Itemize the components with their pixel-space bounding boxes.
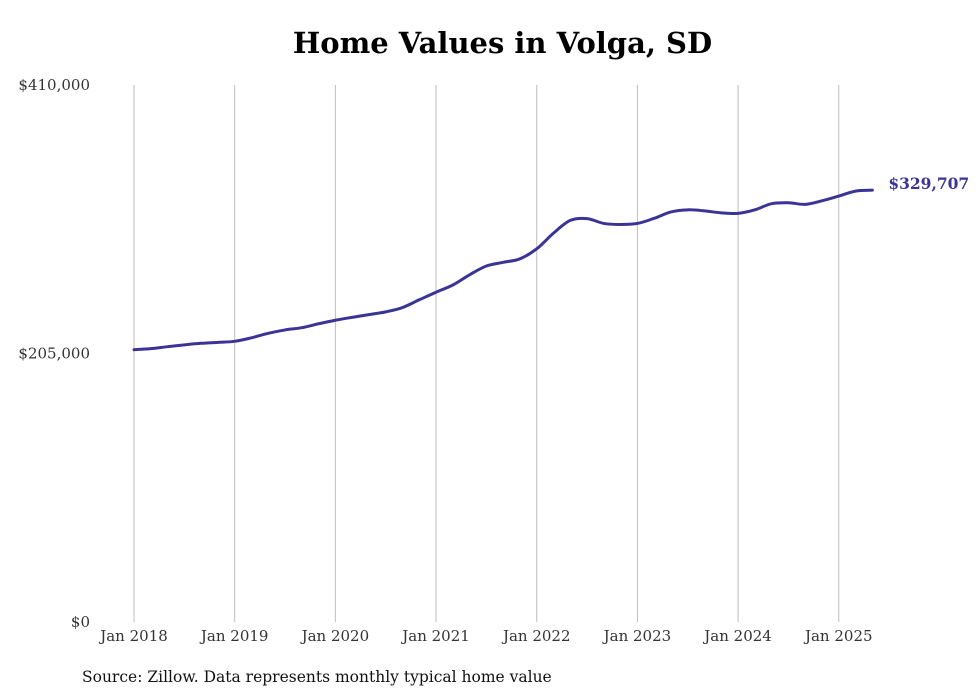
data-point	[687, 209, 689, 211]
x-tick-label: Jan 2025	[803, 627, 873, 645]
chart-title: Home Values in Volga, SD	[292, 26, 713, 60]
data-point	[183, 344, 185, 346]
data-point	[267, 332, 269, 334]
data-point	[636, 222, 638, 224]
x-tick-label: Jan 2018	[98, 627, 168, 645]
data-point	[720, 212, 722, 214]
data-point	[838, 195, 840, 197]
x-tick-label: Jan 2021	[400, 627, 470, 645]
data-point	[401, 306, 403, 308]
data-point	[368, 313, 370, 315]
data-point	[317, 323, 319, 325]
data-point	[217, 341, 219, 343]
data-point	[653, 217, 655, 219]
data-point	[603, 222, 605, 224]
grid-lines	[133, 85, 840, 622]
data-point	[619, 223, 621, 225]
data-point	[821, 200, 823, 202]
data-point	[871, 189, 873, 191]
data-point	[854, 190, 856, 192]
data-point	[301, 327, 303, 329]
end-value-label: $329,707	[888, 174, 969, 193]
x-tick-label: Jan 2022	[501, 627, 571, 645]
data-point	[351, 316, 353, 318]
line-chart: $0$205,000$410,000 Jan 2018 Jan 2019 Jan 2…	[18, 76, 969, 645]
y-tick-label: $410,000	[18, 76, 90, 94]
data-point	[468, 274, 470, 276]
data-point	[703, 210, 705, 212]
series-line	[132, 188, 874, 352]
data-point	[200, 342, 202, 344]
data-point	[519, 258, 521, 260]
y-tick-label: $0	[71, 613, 90, 631]
x-tick-label: Jan 2019	[199, 627, 269, 645]
x-tick-label: Jan 2024	[702, 627, 772, 645]
data-point	[485, 265, 487, 267]
x-axis-ticks: Jan 2018 Jan 2019 Jan 2020 Jan 2021 Jan 2022…	[98, 627, 872, 645]
data-point	[250, 337, 252, 339]
series-layer: $329,707	[132, 174, 969, 352]
y-axis-ticks: $0 $205,000 $410,000	[18, 76, 90, 631]
data-point	[804, 203, 806, 205]
data-point	[536, 248, 538, 250]
data-point	[233, 340, 235, 342]
data-point	[418, 299, 420, 301]
x-tick-label: Jan 2023	[602, 627, 672, 645]
data-point	[435, 291, 437, 293]
data-point	[787, 202, 789, 204]
source-note: Source: Zillow. Data represents monthly …	[82, 668, 552, 686]
data-point	[150, 347, 152, 349]
data-point	[452, 284, 454, 286]
data-point	[552, 232, 554, 234]
data-point	[133, 349, 135, 351]
data-point	[385, 311, 387, 313]
data-point	[334, 319, 336, 321]
data-point	[670, 211, 672, 213]
x-tick-label: Jan 2020	[300, 627, 370, 645]
data-point	[166, 345, 168, 347]
y-tick-label: $205,000	[18, 345, 90, 363]
data-point	[284, 329, 286, 331]
data-point	[569, 219, 571, 221]
data-point	[754, 209, 756, 211]
data-point	[737, 212, 739, 214]
data-point	[586, 217, 588, 219]
data-point	[502, 261, 504, 263]
data-point	[770, 202, 772, 204]
